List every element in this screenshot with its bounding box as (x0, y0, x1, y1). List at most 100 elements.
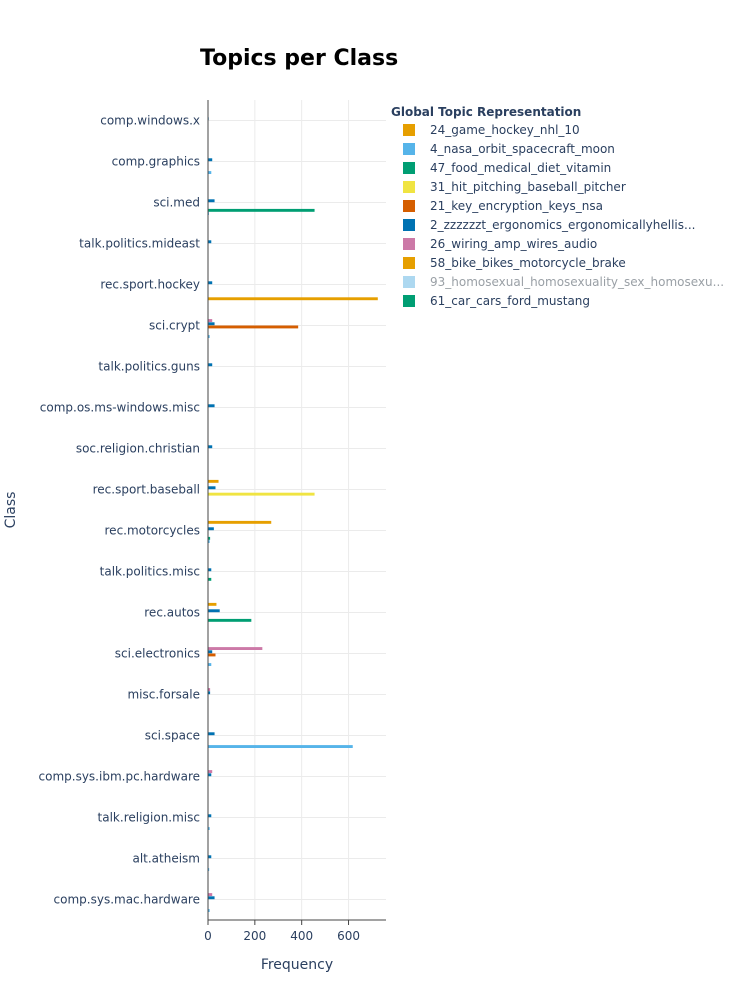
category-label: sci.crypt (149, 319, 200, 333)
bar[interactable] (208, 609, 220, 613)
bar[interactable] (208, 618, 252, 622)
category-label: comp.os.ms-windows.misc (40, 401, 200, 415)
bar[interactable] (208, 527, 214, 531)
category-label: comp.windows.x (100, 114, 200, 128)
legend-item[interactable]: 58_bike_bikes_motorcycle_brake (403, 256, 626, 270)
bar[interactable] (208, 208, 315, 212)
bar[interactable] (208, 445, 213, 449)
bar[interactable] (208, 536, 211, 540)
bar[interactable] (208, 577, 212, 581)
legend-item[interactable]: 93_homosexual_homosexuality_sex_homosexu… (403, 275, 724, 289)
category-label: comp.sys.mac.hardware (54, 893, 200, 907)
legend-items[interactable]: 24_game_hockey_nhl_10 4_nasa_orbit_spacec… (403, 123, 724, 308)
bar[interactable] (208, 732, 215, 736)
bar[interactable] (208, 171, 212, 174)
legend-swatch (403, 257, 415, 269)
legend-label: 47_food_medical_diet_vitamin (430, 161, 611, 175)
x-tick-label: 400 (290, 929, 313, 943)
bar[interactable] (208, 770, 213, 773)
bar[interactable] (208, 335, 210, 338)
bars (208, 117, 378, 912)
bar[interactable] (208, 893, 213, 896)
bar[interactable] (208, 297, 378, 301)
bar[interactable] (208, 540, 210, 543)
bar[interactable] (208, 663, 212, 666)
category-label: rec.autos (144, 606, 200, 620)
legend-item[interactable]: 31_hit_pitching_baseball_pitcher (403, 180, 626, 194)
legend-item[interactable]: 4_nasa_orbit_spacecraft_moon (403, 142, 615, 156)
bar[interactable] (208, 688, 211, 691)
bar[interactable] (208, 691, 211, 695)
legend-swatch (403, 143, 415, 155)
legend-swatch (403, 200, 415, 212)
category-labels: comp.windows.x comp.graphics sci.med talk.p… (39, 114, 201, 907)
legend-label: 24_game_hockey_nhl_10 (430, 123, 580, 137)
category-label: talk.religion.misc (98, 811, 200, 825)
category-label: alt.atheism (132, 852, 200, 866)
bar[interactable] (208, 199, 215, 203)
legend-label: 26_wiring_amp_wires_audio (430, 237, 597, 251)
legend-swatch (403, 181, 415, 193)
category-label: soc.religion.christian (76, 442, 200, 456)
legend-item[interactable]: 26_wiring_amp_wires_audio (403, 237, 597, 251)
category-label: comp.sys.ibm.pc.hardware (39, 770, 200, 784)
category-label: talk.politics.mideast (79, 237, 200, 251)
bar[interactable] (208, 745, 353, 748)
legend-item[interactable]: 21_key_encryption_keys_nsa (403, 199, 603, 213)
bar[interactable] (208, 568, 212, 572)
legend-swatch (403, 124, 415, 136)
legend-swatch (403, 295, 415, 307)
legend-swatch (403, 162, 415, 174)
bar[interactable] (208, 814, 212, 818)
bar[interactable] (208, 909, 210, 912)
legend-label: 4_nasa_orbit_spacecraft_moon (430, 142, 615, 156)
legend[interactable]: Global Topic Representation 24_game_hock… (391, 105, 724, 308)
bar[interactable] (208, 602, 217, 606)
x-tick-label: 0 (204, 929, 212, 943)
bar[interactable] (208, 479, 219, 483)
bar[interactable] (208, 240, 212, 244)
legend-item[interactable]: 47_food_medical_diet_vitamin (403, 161, 611, 175)
bar[interactable] (208, 322, 215, 326)
bar[interactable] (208, 486, 216, 490)
category-label: talk.politics.misc (100, 565, 200, 579)
bar[interactable] (208, 492, 315, 496)
bar[interactable] (208, 855, 212, 859)
legend-label: 61_car_cars_ford_mustang (430, 294, 590, 308)
bar[interactable] (208, 868, 210, 871)
chart-title: Topics per Class (200, 46, 398, 71)
legend-label: 31_hit_pitching_baseball_pitcher (430, 180, 626, 194)
legend-item[interactable]: 2_zzzzzzt_ergonomics_ergonomicallyhellis… (403, 218, 695, 232)
x-axis-title: Frequency (261, 957, 333, 973)
legend-swatch (403, 219, 415, 231)
bar[interactable] (208, 158, 213, 162)
legend-label: 58_bike_bikes_motorcycle_brake (430, 256, 626, 270)
bar[interactable] (208, 319, 213, 322)
bar[interactable] (208, 653, 216, 657)
legend-title: Global Topic Representation (391, 105, 581, 119)
bar[interactable] (208, 325, 299, 329)
bar[interactable] (208, 827, 210, 830)
bar[interactable] (208, 896, 215, 900)
legend-label: 2_zzzzzzt_ergonomics_ergonomicallyhellis… (430, 218, 695, 232)
legend-item[interactable]: 24_game_hockey_nhl_10 (403, 123, 580, 137)
category-label: talk.politics.guns (98, 360, 200, 374)
bar[interactable] (208, 650, 213, 654)
bar[interactable] (208, 647, 263, 650)
category-label: sci.space (145, 729, 200, 743)
y-axis-title: Class (3, 492, 19, 529)
grid (208, 100, 386, 920)
bar[interactable] (208, 404, 215, 408)
category-label: sci.electronics (115, 647, 200, 661)
category-label: misc.forsale (127, 688, 200, 702)
category-label: rec.sport.baseball (93, 483, 200, 497)
category-label: comp.graphics (112, 155, 200, 169)
bar[interactable] (208, 363, 213, 367)
x-axis-ticks: 0 200 400 600 (204, 920, 360, 943)
bar[interactable] (208, 773, 212, 777)
bar[interactable] (208, 520, 272, 524)
legend-item[interactable]: 61_car_cars_ford_mustang (403, 294, 590, 308)
legend-label: 21_key_encryption_keys_nsa (430, 199, 603, 213)
bar[interactable] (208, 281, 213, 285)
